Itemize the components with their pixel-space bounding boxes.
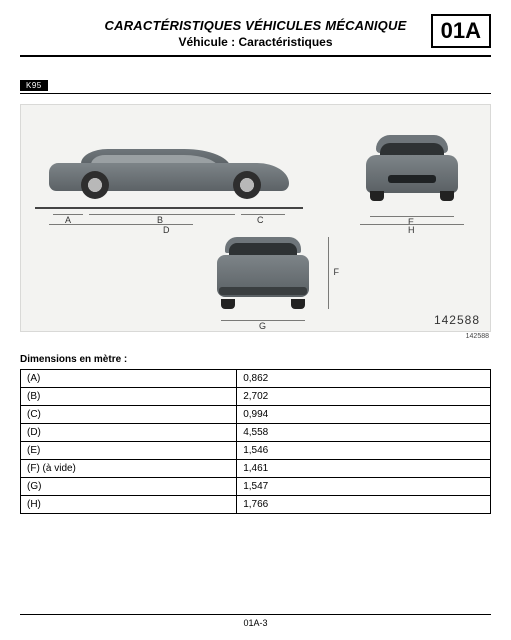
car-rear-silhouette (211, 237, 315, 311)
dim-label-cell: (F) (à vide) (21, 460, 237, 478)
table-row: (B)2,702 (21, 388, 491, 406)
dim-label-cell: (D) (21, 424, 237, 442)
dim-value-cell: 1,766 (237, 496, 491, 514)
front-view-panel: E H (342, 113, 482, 221)
dim-value-cell: 0,862 (237, 370, 491, 388)
dim-value-cell: 1,461 (237, 460, 491, 478)
rear-view-panel: F G (193, 223, 333, 323)
dim-label-cell: (B) (21, 388, 237, 406)
figure-number: 142588 (434, 313, 480, 327)
model-rule (20, 93, 491, 94)
table-row: (D)4,558 (21, 424, 491, 442)
dim-line-f (328, 237, 329, 309)
table-row: (G)1,547 (21, 478, 491, 496)
dim-label-cell: (C) (21, 406, 237, 424)
dim-value-cell: 1,546 (237, 442, 491, 460)
dim-value-cell: 0,994 (237, 406, 491, 424)
table-row: (E)1,546 (21, 442, 491, 460)
dim-value-cell: 1,547 (237, 478, 491, 496)
model-tag: K95 (20, 80, 48, 91)
dimensions-title: Dimensions en mètre : (20, 354, 491, 365)
dim-label-cell: (G) (21, 478, 237, 496)
footer-rule (20, 614, 491, 615)
car-side-silhouette (49, 147, 289, 199)
dim-label-cell: (E) (21, 442, 237, 460)
header-rule (20, 55, 491, 57)
table-row: (C)0,994 (21, 406, 491, 424)
page-subtitle: Véhicule : Caractéristiques (20, 35, 491, 49)
dim-value-cell: 4,558 (237, 424, 491, 442)
dim-label-d: D (163, 225, 170, 235)
car-front-silhouette (360, 135, 464, 205)
figure-caption: 142588 (20, 333, 491, 340)
dim-label-h: H (408, 225, 415, 235)
page-title: CARACTÉRISTIQUES VÉHICULES MÉCANIQUE (20, 18, 491, 33)
ground-line (35, 207, 303, 209)
dim-label-f: F (334, 267, 340, 277)
dimensions-tbody: (A)0,862 (B)2,702 (C)0,994 (D)4,558 (E)1… (21, 370, 491, 514)
dim-value-cell: 2,702 (237, 388, 491, 406)
section-code: 01A (431, 14, 491, 48)
dim-label-cell: (H) (21, 496, 237, 514)
side-view-panel: A B C D (29, 113, 309, 221)
model-row: K95 (20, 75, 491, 94)
vehicle-figure: A B C D E H F G 142588 (20, 104, 491, 332)
table-row: (H)1,766 (21, 496, 491, 514)
page-footer: 01A-3 (0, 614, 511, 628)
dim-label-g: G (259, 321, 266, 331)
dimensions-table: (A)0,862 (B)2,702 (C)0,994 (D)4,558 (E)1… (20, 369, 491, 514)
dim-label-cell: (A) (21, 370, 237, 388)
footer-page-number: 01A-3 (0, 618, 511, 628)
header-block: CARACTÉRISTIQUES VÉHICULES MÉCANIQUE Véh… (20, 18, 491, 49)
table-row: (A)0,862 (21, 370, 491, 388)
table-row: (F) (à vide)1,461 (21, 460, 491, 478)
